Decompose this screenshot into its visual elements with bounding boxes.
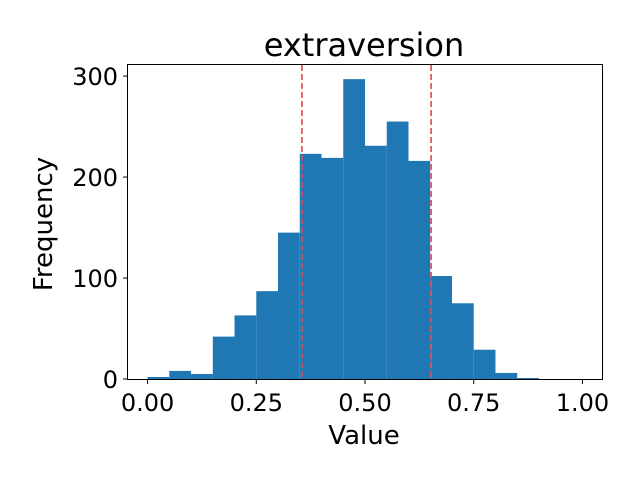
histogram-bar: [386, 121, 409, 379]
histogram-bar: [191, 373, 213, 379]
histogram-bar: [343, 79, 365, 380]
histogram-bar: [408, 160, 431, 379]
histogram-bar: [517, 377, 539, 379]
histogram-bar: [473, 349, 496, 379]
histogram-bar: [430, 276, 452, 379]
histogram-bar: [495, 372, 518, 379]
histogram-bar: [212, 336, 235, 379]
y-tick-label: 0: [103, 366, 118, 394]
reference-lines: [301, 65, 432, 379]
histogram-bar: [256, 291, 279, 379]
histogram-bar: [299, 153, 322, 379]
histogram-bar: [169, 370, 192, 379]
x-tick-label: 1.00: [556, 389, 609, 417]
x-axis-ticks: 0.00 0.25 0.50 0.75 1.00: [121, 379, 609, 417]
y-tick-label: 100: [72, 265, 118, 293]
histogram-bar: [365, 145, 387, 379]
y-axis-label: Frequency: [29, 157, 59, 291]
x-tick-label: 0.00: [121, 389, 174, 417]
histogram-bar: [278, 232, 300, 379]
x-axis-label: Value: [328, 421, 399, 451]
x-tick-label: 0.75: [447, 389, 500, 417]
histogram-bars: [147, 79, 539, 380]
chart-title: extraversion: [264, 26, 465, 64]
y-axis-ticks: 0 100 200 300: [72, 63, 128, 394]
histogram-bar: [234, 315, 257, 379]
histogram-bar: [147, 376, 170, 379]
x-tick-label: 0.25: [230, 389, 283, 417]
x-tick-label: 0.50: [338, 389, 391, 417]
histogram-bar: [321, 157, 344, 379]
y-tick-label: 300: [72, 63, 118, 91]
histogram-bar: [451, 303, 474, 379]
y-tick-label: 200: [72, 164, 118, 192]
